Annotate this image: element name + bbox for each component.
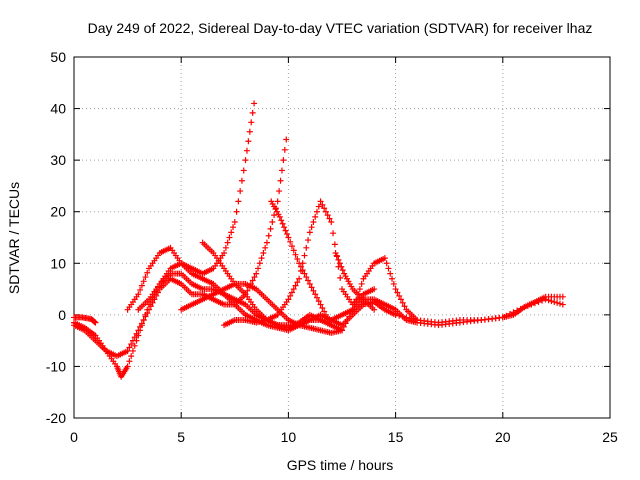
x-tick-label: 25 <box>602 429 618 445</box>
grid <box>74 57 610 418</box>
data-points <box>71 100 566 380</box>
x-axis-label: GPS time / hours <box>287 457 394 473</box>
series-track-3 <box>71 314 99 326</box>
data-point-markers <box>71 314 99 326</box>
y-tick-label: -20 <box>46 410 66 426</box>
x-tick-label: 5 <box>177 429 185 445</box>
data-point-markers <box>268 198 421 334</box>
series-track-7 <box>199 239 335 331</box>
x-tick-label: 10 <box>281 429 297 445</box>
series-track-9 <box>268 198 421 334</box>
y-tick-label: 0 <box>58 307 66 323</box>
y-axis-label: SDTVAR / TECUs <box>6 182 22 294</box>
y-tick-label: -10 <box>46 358 66 374</box>
data-point-markers <box>332 249 378 313</box>
series-track-2 <box>71 136 290 360</box>
axis-ticks: 0 5 10 15 20 25 -20 -10 0 10 20 30 40 50 <box>46 49 618 445</box>
y-tick-label: 50 <box>50 49 66 65</box>
y-tick-label: 40 <box>50 101 66 117</box>
data-point-markers <box>71 136 290 360</box>
x-tick-label: 20 <box>495 429 511 445</box>
data-point-markers <box>199 239 335 331</box>
x-tick-label: 15 <box>388 429 404 445</box>
y-tick-label: 30 <box>50 152 66 168</box>
y-tick-label: 20 <box>50 204 66 220</box>
x-tick-label: 0 <box>70 429 78 445</box>
y-tick-label: 10 <box>50 255 66 271</box>
series-track-1 <box>71 100 258 380</box>
plot-frame <box>73 56 611 419</box>
series-track-10 <box>332 249 378 313</box>
chart-title: Day 249 of 2022, Sidereal Day-to-day VTE… <box>88 20 593 36</box>
data-point-markers <box>71 100 258 380</box>
